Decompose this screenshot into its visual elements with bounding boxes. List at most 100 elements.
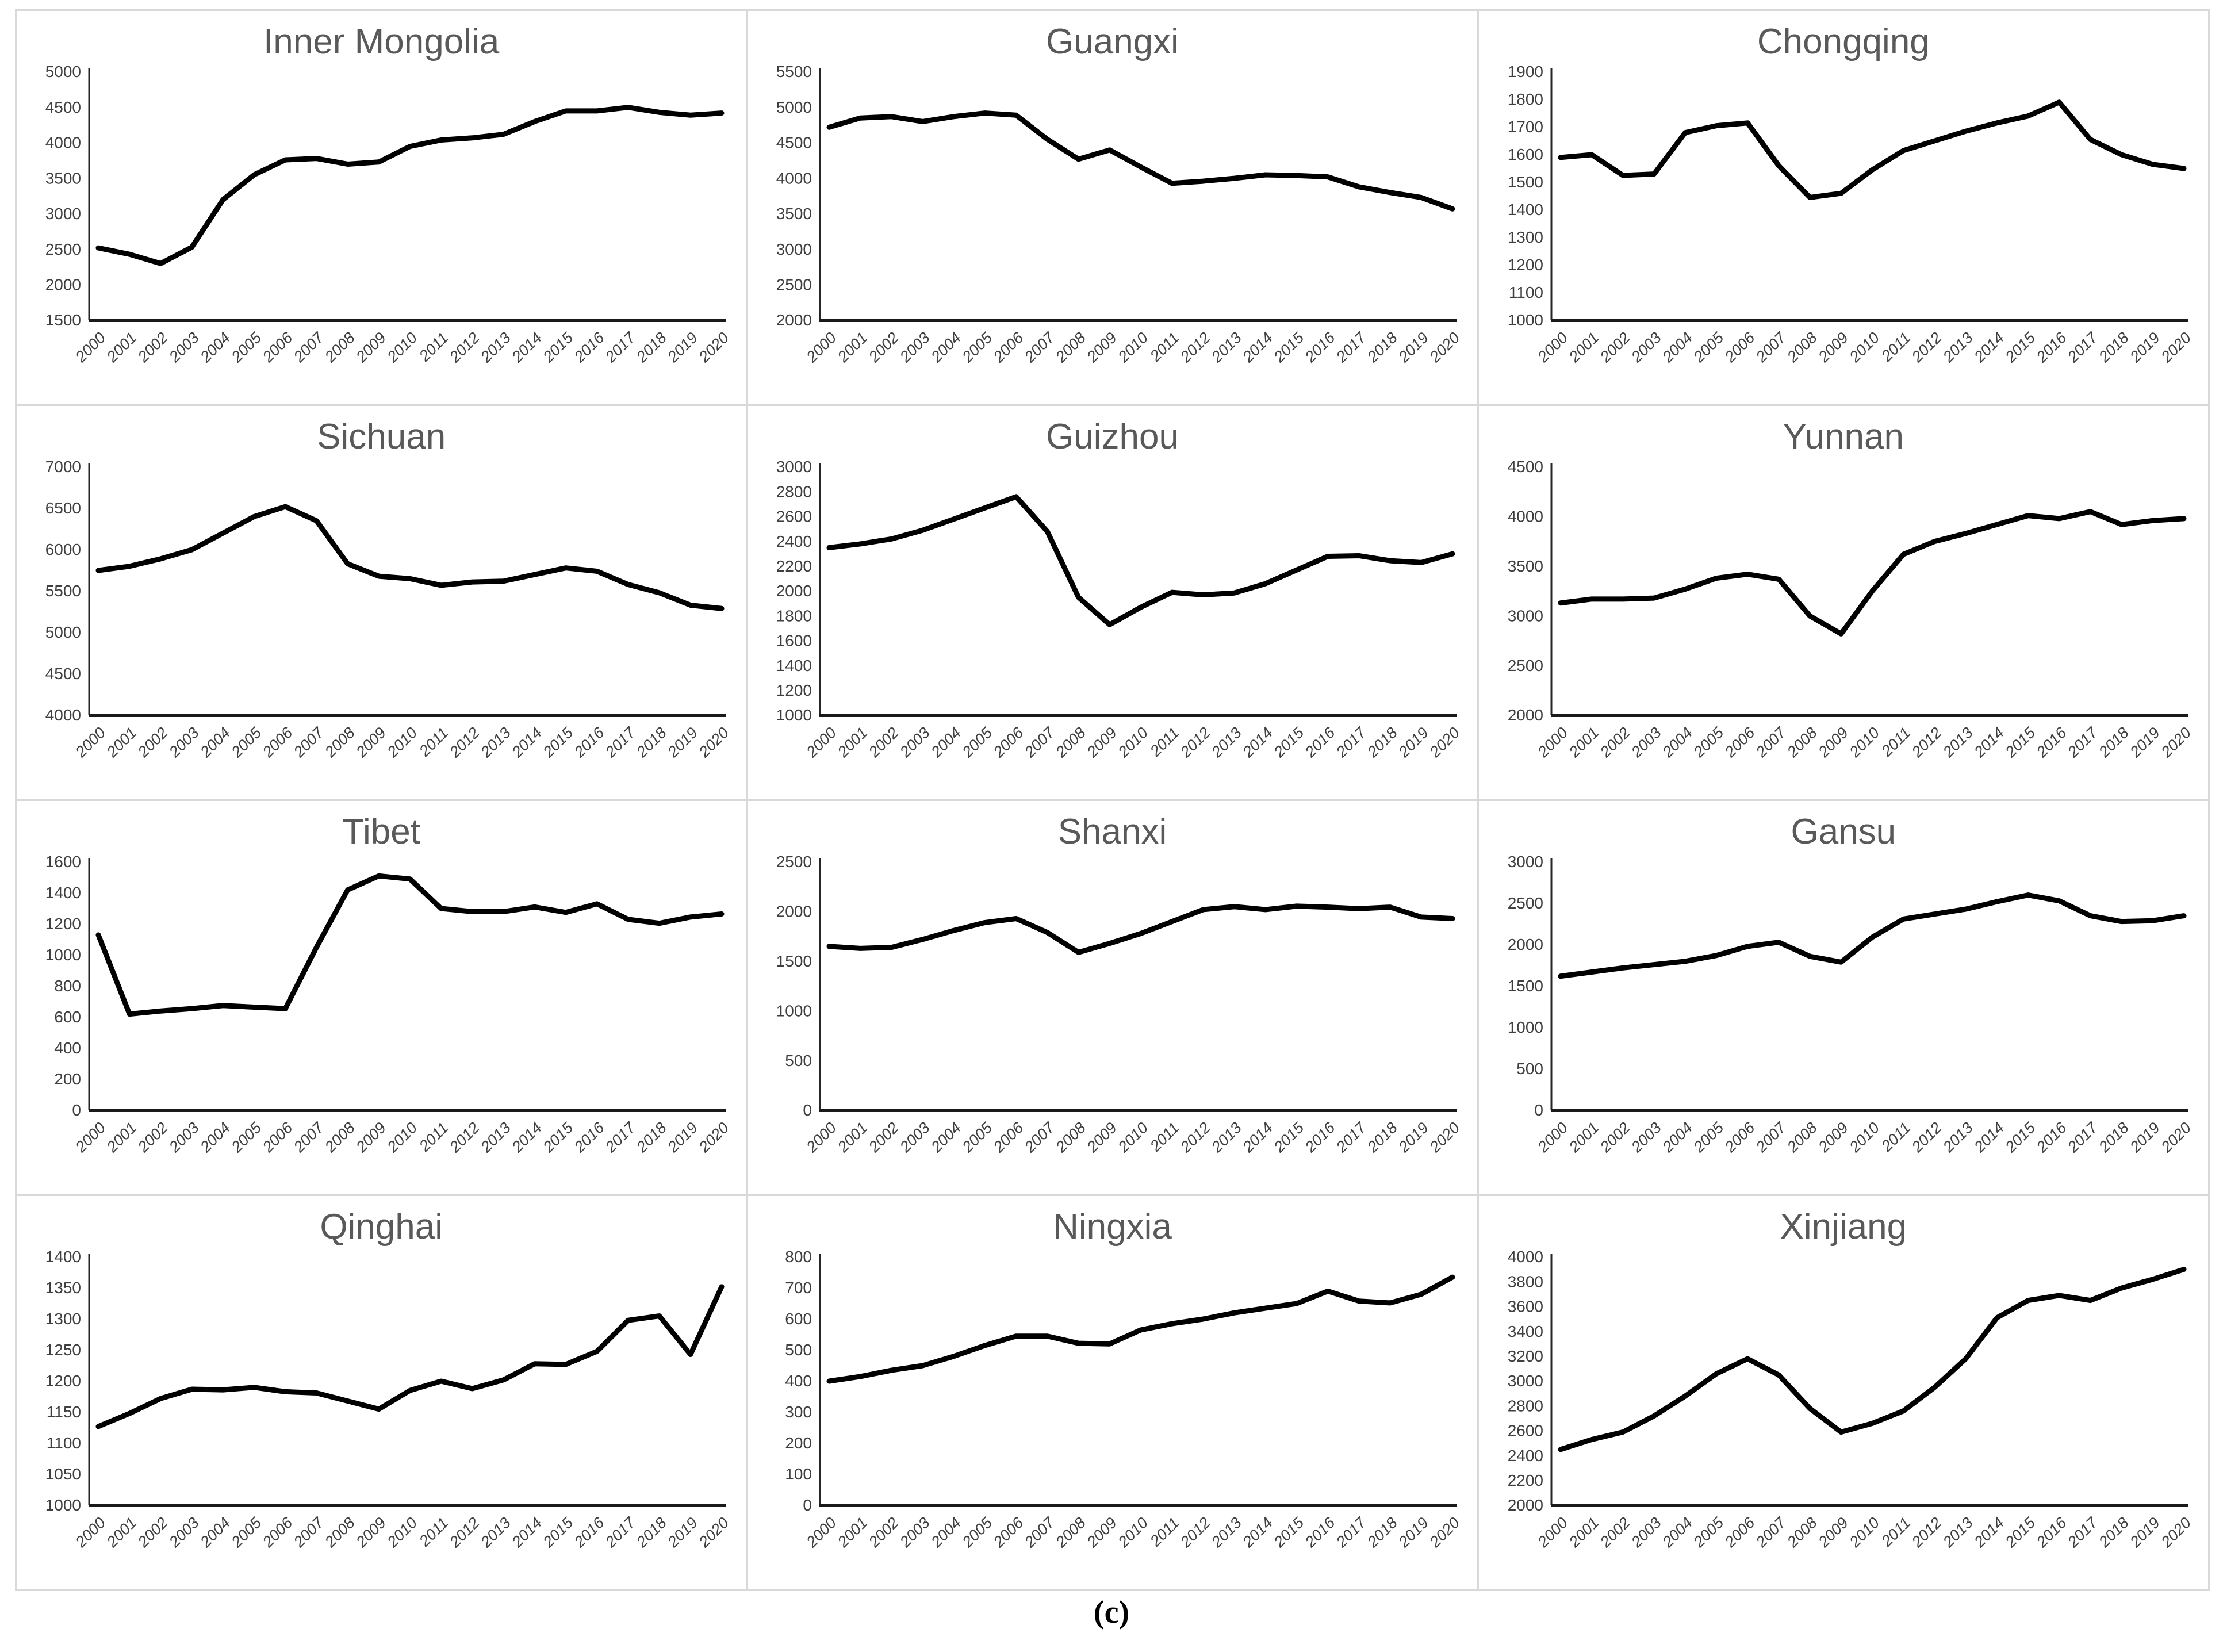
x-axis-tick-label: 2020 [2157, 1119, 2194, 1156]
y-axis-tick-label: 2000 [1508, 1496, 1543, 1514]
x-axis-tick-label: 2004 [1658, 1119, 1695, 1156]
y-axis-tick-label: 3000 [1508, 1372, 1543, 1390]
x-axis-tick-label: 2016 [1302, 329, 1339, 366]
chart-panel-guangxi: Guangxi 5500 5000 4500 4000 3500 3000 2500 2000… [748, 11, 1479, 406]
chart-panel-qinghai: Qinghai 1400 1350 1300 1250 1200 1150 1100 1050… [17, 1196, 748, 1591]
x-axis-tick-label: 2019 [664, 1514, 701, 1551]
line-chart-xinjiang: 4000 3800 3600 3400 3200 3000 2800 2600 2400 2200… [1508, 1248, 2195, 1551]
x-axis-tick-label: 2012 [446, 1514, 482, 1551]
x-axis-tick-label: 2013 [477, 1514, 514, 1551]
y-axis-tick-label: 5000 [45, 63, 81, 81]
x-axis-tick-label: 2005 [1690, 724, 1727, 761]
chart-panel-inner-mongolia: Inner Mongolia 5000 4500 4000 3500 3000 2500 2… [17, 11, 748, 406]
line-chart-chongqing: 1900 1800 1700 1600 1500 1400 1300 1200 1100 1000… [1508, 63, 2195, 366]
data-line [826, 1274, 1455, 1384]
y-axis-tick-label: 200 [54, 1070, 81, 1088]
x-axis-tick-label: 2010 [384, 1514, 420, 1551]
x-axis-tick-label: 2018 [1364, 1119, 1401, 1156]
y-axis-tick-label: 1600 [45, 853, 81, 871]
x-axis-tick-label: 2007 [1752, 724, 1789, 761]
x-axis-tick-label: 2015 [2002, 329, 2039, 366]
x-axis-tick-label: 2018 [2095, 724, 2132, 761]
x-axis-tick-label: 2000 [803, 724, 840, 761]
x-axis-tick-label: 2010 [1114, 1514, 1151, 1551]
x-axis-tick-label: 2004 [197, 1514, 233, 1551]
x-axis-tick-label: 2014 [508, 1514, 545, 1551]
figure-caption: (c) [1093, 1594, 1130, 1630]
x-axis-tick-label: 2011 [1147, 1119, 1183, 1155]
x-axis-tick-label: 2009 [352, 1119, 389, 1156]
x-axis-tick-label: 2004 [197, 1119, 233, 1156]
x-axis-tick-label: 2012 [1177, 724, 1214, 761]
y-axis-tick-label: 5500 [776, 63, 812, 81]
y-axis-tick-label: 1200 [45, 915, 81, 933]
x-axis-tick-label: 2005 [228, 329, 265, 366]
chart-title: Sichuan [317, 417, 446, 457]
x-axis-tick-label: 2007 [1021, 1119, 1059, 1156]
x-axis-tick-label: 2015 [1270, 1119, 1308, 1156]
x-axis-tick-label: 2018 [2095, 1119, 2132, 1156]
x-axis-tick-label: 2007 [1021, 1514, 1059, 1551]
x-axis-tick-label: 2016 [2033, 724, 2070, 761]
x-axis-tick-label: 2000 [803, 1514, 840, 1551]
x-axis-tick-label: 2007 [1021, 724, 1059, 761]
x-axis-tick-label: 2004 [927, 329, 964, 366]
x-axis-tick-label: 2000 [1534, 329, 1571, 366]
x-axis-tick-label: 2019 [664, 1119, 701, 1156]
line-chart-inner-mongolia: 5000450040003500300025002000150020002001… [45, 63, 733, 366]
y-axis-tick-label: 6000 [45, 541, 81, 558]
x-axis-tick-label: 2009 [1083, 724, 1120, 761]
y-axis-tick-label: 5500 [45, 582, 81, 600]
x-axis-tick-label: 2001 [103, 1514, 140, 1551]
y-axis-tick-label: 1400 [45, 884, 81, 902]
y-axis-tick-label: 2000 [776, 311, 812, 329]
x-axis-tick-label: 2008 [1052, 1514, 1089, 1551]
x-axis-tick-label: 2018 [1364, 724, 1401, 761]
y-axis-tick-label: 2800 [1508, 1397, 1543, 1415]
x-axis-tick-label: 2004 [927, 1514, 964, 1551]
y-axis-tick-label: 2600 [776, 508, 812, 526]
x-axis-tick-label: 2014 [1239, 724, 1276, 761]
x-axis-tick-label: 2013 [1939, 724, 1976, 761]
chart-panel-gansu: Gansu 3000 2500 2000 1500 1000 500 0 2000 2001 20… [1478, 801, 2210, 1196]
x-axis-tick-label: 2014 [1970, 1514, 2007, 1551]
chart-title: Inner Mongolia [263, 22, 500, 62]
x-axis-tick-label: 2013 [1208, 724, 1245, 761]
y-axis-tick-label: 2500 [45, 240, 81, 258]
data-line [826, 110, 1455, 212]
x-axis-tick-label: 2003 [1627, 1514, 1664, 1551]
x-axis-tick-label: 2020 [1426, 1514, 1463, 1551]
x-axis-tick-label: 2008 [1052, 1119, 1089, 1156]
y-axis-tick-label: 4500 [45, 665, 81, 683]
x-axis-tick-label: 2006 [259, 329, 296, 366]
x-axis-tick-label: 2008 [321, 1514, 358, 1551]
x-axis-tick-label: 2017 [1333, 1119, 1370, 1156]
y-axis-tick-label: 4500 [45, 98, 81, 116]
x-axis-tick-label: 2010 [1846, 329, 1883, 366]
x-axis-tick-label: 2003 [896, 724, 933, 761]
x-axis-tick-label: 2013 [477, 329, 514, 366]
x-axis-tick-label: 2006 [259, 1514, 296, 1551]
x-axis-tick-label: 2013 [477, 1119, 514, 1156]
x-axis-tick-label: 2016 [570, 1514, 608, 1551]
y-axis-tick-label: 7000 [45, 458, 81, 476]
y-axis-tick-label: 2500 [1508, 894, 1543, 912]
x-axis-tick-label: 2011 [416, 1119, 452, 1155]
y-axis-tick-label: 1050 [45, 1465, 81, 1483]
chart-panel-guizhou: Guizhou 3000 2800 2600 2400 2200 2000 1800 1600… [748, 406, 1479, 801]
x-axis-tick-label: 2010 [1114, 329, 1151, 366]
x-axis-tick-label: 2006 [1721, 1119, 1758, 1156]
y-axis-tick-label: 400 [785, 1372, 812, 1390]
x-axis-tick-label: 2017 [2064, 1119, 2101, 1156]
y-axis-tick-label: 1400 [776, 657, 812, 674]
x-axis-tick-label: 2017 [1333, 329, 1370, 366]
x-axis-tick-label: 2009 [352, 1514, 389, 1551]
x-axis-tick-label: 2020 [695, 1119, 732, 1156]
y-axis-tick-label: 1200 [45, 1372, 81, 1390]
y-axis-tick-label: 1400 [45, 1248, 81, 1266]
x-axis-tick-label: 2011 [1147, 1514, 1183, 1550]
x-axis-tick-label: 2000 [803, 1119, 840, 1156]
x-axis-tick-label: 2001 [103, 329, 140, 366]
x-axis-tick-label: 2002 [1596, 1514, 1633, 1551]
y-axis-tick-label: 1500 [1508, 977, 1543, 995]
